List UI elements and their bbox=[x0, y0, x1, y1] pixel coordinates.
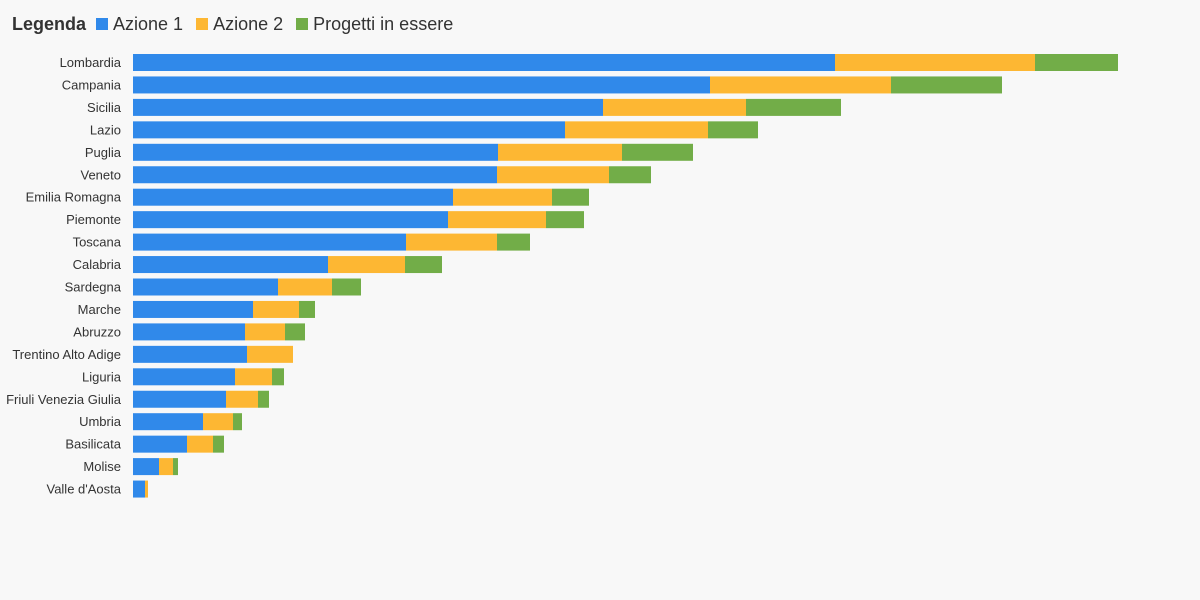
bar-progetti-in-essere-marche[interactable] bbox=[299, 300, 315, 318]
bar-azione-1-veneto[interactable] bbox=[133, 166, 497, 184]
category-label-liguria: Liguria bbox=[82, 369, 122, 384]
bar-azione-1-friuli-venezia-giulia[interactable] bbox=[133, 390, 226, 408]
legend-swatch-azione-1 bbox=[96, 18, 109, 30]
bar-azione-1-trentino-alto-adige[interactable] bbox=[133, 345, 247, 363]
bar-azione-1-sicilia[interactable] bbox=[133, 98, 603, 116]
category-label-friuli-venezia-giulia: Friuli Venezia Giulia bbox=[6, 392, 122, 407]
category-label-veneto: Veneto bbox=[81, 167, 122, 182]
category-label-sicilia: Sicilia bbox=[87, 100, 122, 115]
bar-progetti-in-essere-umbria[interactable] bbox=[233, 413, 242, 431]
bar-azione-2-lazio[interactable] bbox=[565, 121, 708, 139]
legend-item-azione-1[interactable]: Azione 1 bbox=[96, 14, 183, 35]
bar-progetti-in-essere-liguria[interactable] bbox=[272, 368, 284, 386]
bar-azione-2-umbria[interactable] bbox=[203, 413, 233, 431]
bar-progetti-in-essere-calabria[interactable] bbox=[405, 256, 442, 274]
bar-progetti-in-essere-abruzzo[interactable] bbox=[285, 323, 305, 341]
bar-progetti-in-essere-lombardia[interactable] bbox=[1035, 54, 1118, 71]
category-label-trentino-alto-adige: Trentino Alto Adige bbox=[12, 347, 121, 362]
category-label-abruzzo: Abruzzo bbox=[73, 324, 121, 339]
bar-progetti-in-essere-campania[interactable] bbox=[891, 76, 1002, 94]
bar-azione-1-lombardia[interactable] bbox=[133, 54, 835, 71]
category-label-marche: Marche bbox=[78, 302, 121, 317]
category-label-valle-d-aosta: Valle d'Aosta bbox=[46, 482, 121, 497]
category-label-molise: Molise bbox=[83, 459, 121, 474]
bar-azione-2-marche[interactable] bbox=[253, 300, 299, 318]
bar-azione-2-emilia-romagna[interactable] bbox=[453, 188, 552, 206]
category-label-toscana: Toscana bbox=[73, 235, 122, 250]
bar-azione-1-basilicata[interactable] bbox=[133, 435, 187, 453]
bar-progetti-in-essere-sardegna[interactable] bbox=[332, 278, 361, 296]
bar-azione-2-veneto[interactable] bbox=[497, 166, 609, 184]
bar-azione-1-liguria[interactable] bbox=[133, 368, 235, 386]
bar-azione-2-sicilia[interactable] bbox=[603, 98, 746, 116]
bar-azione-2-lombardia[interactable] bbox=[835, 54, 1035, 71]
bar-progetti-in-essere-emilia-romagna[interactable] bbox=[552, 188, 589, 206]
bar-azione-1-sardegna[interactable] bbox=[133, 278, 278, 296]
bar-azione-2-abruzzo[interactable] bbox=[245, 323, 285, 341]
category-label-basilicata: Basilicata bbox=[65, 437, 121, 452]
bar-progetti-in-essere-basilicata[interactable] bbox=[213, 435, 224, 453]
legend-title: Legenda bbox=[12, 13, 87, 34]
bar-azione-2-puglia[interactable] bbox=[498, 143, 622, 161]
category-label-piemonte: Piemonte bbox=[66, 212, 121, 227]
bar-progetti-in-essere-piemonte[interactable] bbox=[546, 211, 584, 229]
bar-progetti-in-essere-friuli-venezia-giulia[interactable] bbox=[258, 390, 269, 408]
category-label-campania: Campania bbox=[62, 77, 122, 92]
category-label-puglia: Puglia bbox=[85, 145, 122, 160]
bar-progetti-in-essere-veneto[interactable] bbox=[609, 166, 651, 184]
bar-azione-2-valle-d-aosta[interactable] bbox=[145, 480, 148, 498]
bar-progetti-in-essere-toscana[interactable] bbox=[497, 233, 530, 251]
bar-azione-2-liguria[interactable] bbox=[235, 368, 272, 386]
bar-azione-2-toscana[interactable] bbox=[406, 233, 497, 251]
category-label-lazio: Lazio bbox=[90, 122, 121, 137]
bar-progetti-in-essere-puglia[interactable] bbox=[622, 143, 693, 161]
legend-label-azione-2: Azione 2 bbox=[213, 13, 284, 34]
bar-azione-2-friuli-venezia-giulia[interactable] bbox=[226, 390, 258, 408]
legend: Legenda Azione 1 Azione 2 Progetti in es… bbox=[12, 12, 466, 36]
bar-azione-1-umbria[interactable] bbox=[133, 413, 203, 431]
bar-azione-1-lazio[interactable] bbox=[133, 121, 565, 139]
bar-azione-1-calabria[interactable] bbox=[133, 256, 328, 274]
bar-azione-2-calabria[interactable] bbox=[328, 256, 405, 274]
bar-progetti-in-essere-molise[interactable] bbox=[173, 458, 178, 476]
bar-progetti-in-essere-lazio[interactable] bbox=[708, 121, 758, 139]
legend-swatch-azione-2 bbox=[196, 18, 209, 30]
legend-label-azione-1: Azione 1 bbox=[113, 13, 184, 34]
bar-azione-1-campania[interactable] bbox=[133, 76, 710, 94]
legend-swatch-progetti-in-essere bbox=[296, 18, 309, 30]
bar-azione-1-marche[interactable] bbox=[133, 300, 253, 318]
bar-azione-2-piemonte[interactable] bbox=[448, 211, 546, 229]
bar-azione-1-emilia-romagna[interactable] bbox=[133, 188, 453, 206]
bar-azione-2-campania[interactable] bbox=[710, 76, 891, 94]
bar-azione-1-puglia[interactable] bbox=[133, 143, 498, 161]
bar-azione-2-trentino-alto-adige[interactable] bbox=[247, 345, 293, 363]
category-label-umbria: Umbria bbox=[79, 414, 122, 429]
category-label-emilia-romagna: Emilia Romagna bbox=[26, 190, 122, 205]
bar-azione-1-molise[interactable] bbox=[133, 458, 159, 476]
bar-azione-1-abruzzo[interactable] bbox=[133, 323, 245, 341]
bar-azione-1-toscana[interactable] bbox=[133, 233, 406, 251]
legend-item-azione-2[interactable]: Azione 2 bbox=[196, 14, 283, 35]
bar-azione-1-valle-d-aosta[interactable] bbox=[133, 480, 145, 498]
bar-azione-2-sardegna[interactable] bbox=[278, 278, 332, 296]
legend-label-progetti-in-essere: Progetti in essere bbox=[313, 13, 454, 34]
bar-azione-2-molise[interactable] bbox=[159, 458, 173, 476]
category-label-sardegna: Sardegna bbox=[65, 280, 122, 295]
category-label-lombardia: Lombardia bbox=[60, 55, 122, 70]
category-label-calabria: Calabria bbox=[73, 257, 122, 272]
legend-item-progetti-in-essere[interactable]: Progetti in essere bbox=[296, 14, 453, 35]
bar-azione-2-basilicata[interactable] bbox=[187, 435, 213, 453]
bar-azione-1-piemonte[interactable] bbox=[133, 211, 448, 229]
bar-progetti-in-essere-sicilia[interactable] bbox=[746, 98, 841, 116]
